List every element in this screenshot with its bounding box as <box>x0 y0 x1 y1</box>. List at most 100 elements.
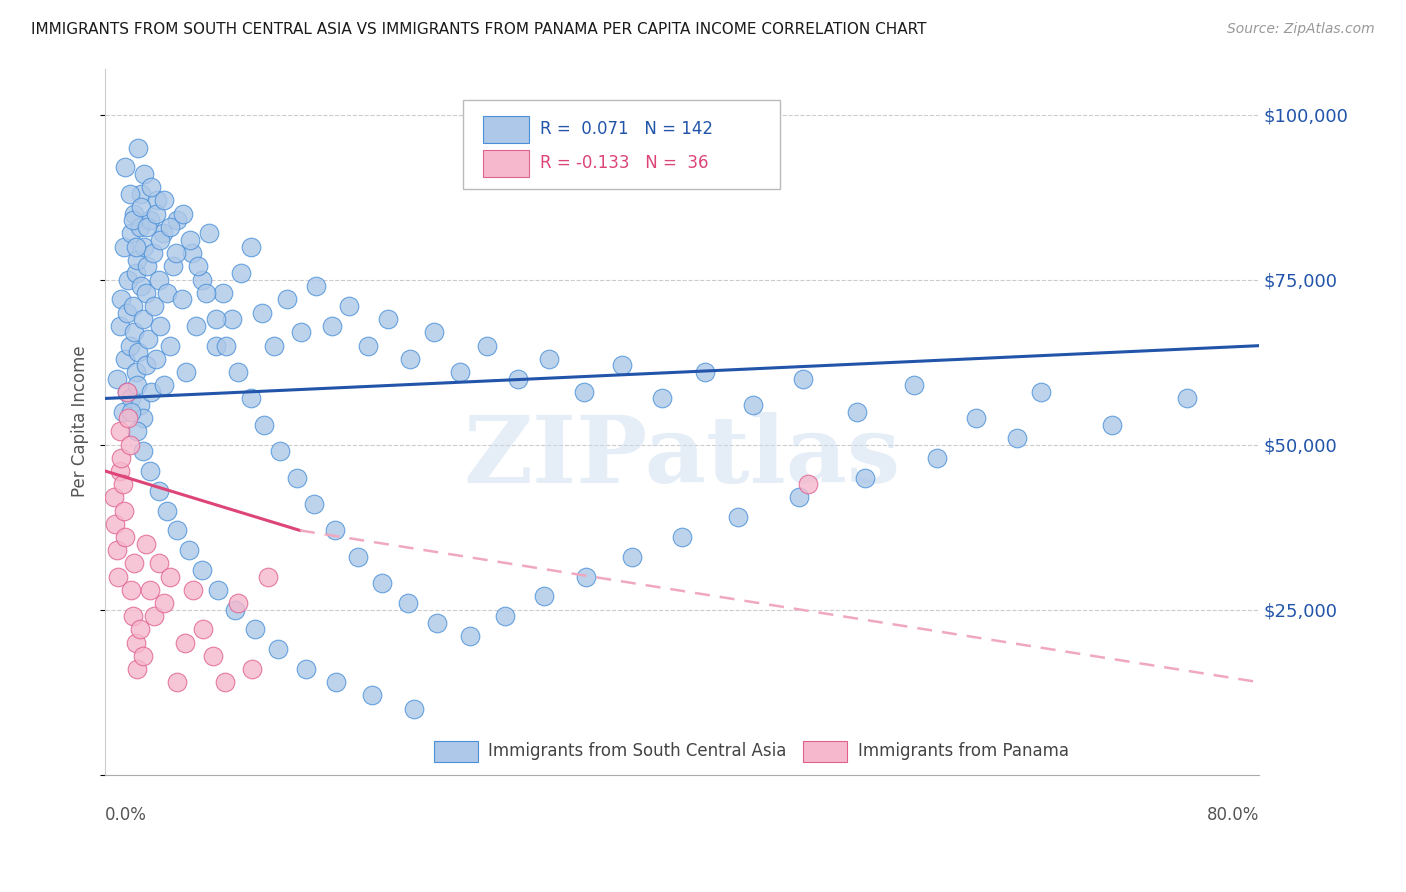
Point <box>153 378 176 392</box>
Point <box>214 675 236 690</box>
Point <box>610 359 633 373</box>
Point <box>122 557 145 571</box>
Point <box>337 299 360 313</box>
Point <box>181 582 204 597</box>
Point <box>285 470 308 484</box>
Point <box>226 596 249 610</box>
Bar <box>434 740 478 762</box>
Point <box>114 161 136 175</box>
Point <box>184 318 207 333</box>
Point <box>136 219 159 234</box>
Point <box>423 326 446 340</box>
Point <box>110 450 132 465</box>
Point <box>129 200 152 214</box>
Point <box>105 372 128 386</box>
Point <box>903 378 925 392</box>
Point <box>148 483 170 498</box>
Point <box>149 233 172 247</box>
Point <box>252 306 274 320</box>
Text: 0.0%: 0.0% <box>105 806 148 824</box>
Point <box>111 404 134 418</box>
Point <box>1005 431 1028 445</box>
Point <box>108 318 131 333</box>
Point <box>1031 384 1053 399</box>
Point <box>124 365 146 379</box>
Point <box>853 470 876 484</box>
Point <box>120 227 142 241</box>
Point <box>177 543 200 558</box>
Point <box>132 312 155 326</box>
Point <box>741 398 763 412</box>
Point <box>138 332 160 346</box>
Point <box>110 293 132 307</box>
Point <box>114 351 136 366</box>
Point <box>449 365 471 379</box>
Point <box>132 444 155 458</box>
Point <box>127 141 149 155</box>
Point <box>139 582 162 597</box>
Text: Immigrants from Panama: Immigrants from Panama <box>858 742 1069 760</box>
Point <box>120 392 142 406</box>
Point <box>125 252 148 267</box>
Point <box>120 404 142 418</box>
Point <box>207 582 229 597</box>
Point <box>125 662 148 676</box>
Point <box>239 392 262 406</box>
Point <box>253 417 276 432</box>
Point <box>205 339 228 353</box>
Point <box>127 345 149 359</box>
Point <box>290 326 312 340</box>
Point <box>141 384 163 399</box>
Point <box>143 609 166 624</box>
Point <box>269 444 291 458</box>
Point <box>134 240 156 254</box>
Point <box>148 273 170 287</box>
Point <box>135 285 157 300</box>
Point <box>180 246 202 260</box>
Point <box>128 398 150 412</box>
Point <box>263 339 285 353</box>
Point <box>195 285 218 300</box>
Point <box>221 312 243 326</box>
Point <box>796 477 818 491</box>
Point <box>506 372 529 386</box>
Point <box>112 503 135 517</box>
Point <box>159 339 181 353</box>
Point <box>115 384 138 399</box>
Point <box>145 351 167 366</box>
Point <box>321 318 343 333</box>
Point <box>165 246 187 260</box>
Point <box>153 194 176 208</box>
Point <box>104 516 127 531</box>
Text: Immigrants from South Central Asia: Immigrants from South Central Asia <box>488 742 787 760</box>
Point <box>792 372 814 386</box>
Point <box>124 266 146 280</box>
Point <box>695 365 717 379</box>
Point <box>121 213 143 227</box>
Text: IMMIGRANTS FROM SOUTH CENTRAL ASIA VS IMMIGRANTS FROM PANAMA PER CAPITA INCOME C: IMMIGRANTS FROM SOUTH CENTRAL ASIA VS IM… <box>31 22 927 37</box>
Point <box>156 285 179 300</box>
Point <box>212 285 235 300</box>
Point <box>215 339 238 353</box>
Point <box>239 240 262 254</box>
Point <box>124 240 146 254</box>
Point <box>174 365 197 379</box>
Point <box>477 339 499 353</box>
Point <box>115 384 138 399</box>
Point <box>142 246 165 260</box>
Point <box>371 576 394 591</box>
Point <box>121 609 143 624</box>
Point <box>112 240 135 254</box>
Point <box>156 503 179 517</box>
Point <box>294 662 316 676</box>
Point <box>965 411 987 425</box>
Point <box>671 530 693 544</box>
Point <box>152 227 174 241</box>
Point <box>323 524 346 538</box>
Point <box>132 648 155 663</box>
Point <box>1175 392 1198 406</box>
Bar <box>482 116 529 143</box>
Point <box>191 273 214 287</box>
Point <box>572 384 595 399</box>
Point <box>186 260 208 274</box>
